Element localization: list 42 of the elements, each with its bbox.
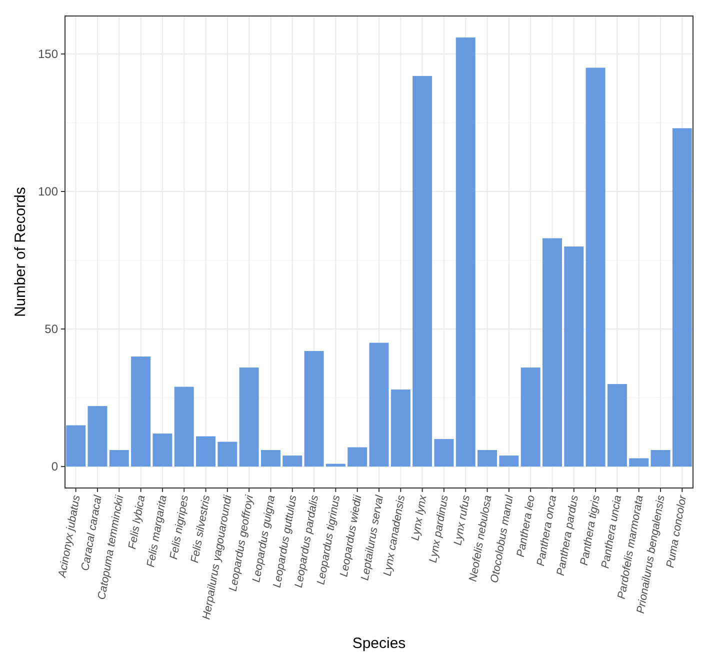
- bar: [196, 436, 216, 467]
- bar: [542, 238, 562, 467]
- x-tick-label: Felis nigripes: [168, 494, 192, 560]
- bar: [564, 246, 584, 467]
- bar: [390, 390, 410, 467]
- bar: [174, 386, 194, 467]
- bar: [326, 464, 346, 467]
- bar: [152, 434, 172, 467]
- bar: [629, 458, 649, 467]
- bar: [586, 68, 606, 467]
- bar: [239, 368, 259, 467]
- bar: [650, 450, 670, 467]
- bar: [304, 351, 324, 467]
- x-axis-title: Species: [352, 635, 406, 652]
- x-tick-label: Puma concolor: [664, 493, 690, 569]
- bar: [260, 450, 280, 467]
- y-tick-label: 150: [38, 47, 58, 62]
- x-tick-label: Lynx rufus: [452, 494, 473, 546]
- bar: [412, 76, 432, 467]
- x-tick-label: Lynx lynx: [410, 494, 430, 542]
- bar: [88, 406, 108, 467]
- bar: [434, 439, 454, 467]
- x-tick-label: Lynx canadensis: [382, 494, 408, 578]
- bar: [131, 356, 151, 467]
- bar: [348, 447, 368, 467]
- bar: [369, 342, 389, 467]
- y-axis-title: Number of Records: [12, 186, 29, 318]
- bar: [282, 456, 302, 467]
- bar: [66, 425, 86, 467]
- bar: [109, 450, 129, 467]
- bar: [456, 37, 476, 467]
- y-tick-label: 50: [44, 322, 58, 336]
- bar: [478, 450, 498, 467]
- x-tick-label: Lynx pardinus: [427, 494, 452, 564]
- bar: [607, 384, 627, 467]
- x-tick-label: Felis silvestris: [189, 494, 213, 564]
- bar: [499, 456, 519, 467]
- y-tick-label: 100: [38, 184, 58, 199]
- y-tick-label: 0: [51, 460, 58, 474]
- bar: [520, 368, 540, 467]
- bar: [672, 128, 692, 467]
- bar: [218, 442, 238, 467]
